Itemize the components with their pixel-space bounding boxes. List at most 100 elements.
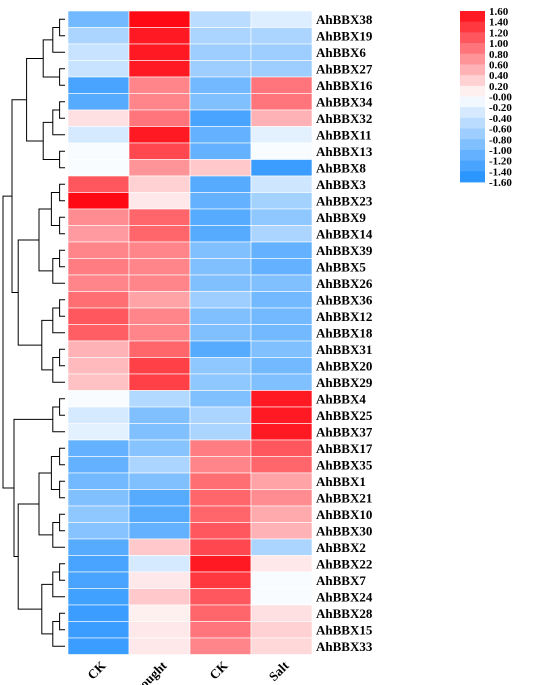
column-label: Salt bbox=[266, 658, 292, 684]
heatmap-cell bbox=[67, 489, 130, 507]
heatmap-cell bbox=[250, 456, 313, 474]
heatmap-cell bbox=[67, 571, 130, 589]
heatmap-cell bbox=[128, 357, 191, 375]
dendrogram-branch bbox=[59, 249, 65, 268]
heatmap-cell bbox=[128, 555, 191, 573]
dendrogram-branch bbox=[52, 27, 65, 53]
dendrogram-branch bbox=[52, 522, 65, 548]
dendrogram-branch bbox=[59, 563, 65, 581]
heatmap-cell bbox=[250, 522, 313, 540]
heatmap-cell bbox=[250, 109, 313, 127]
heatmap-cell bbox=[250, 340, 313, 358]
heatmap-cell bbox=[128, 291, 191, 309]
row-label: AhBBX19 bbox=[316, 28, 373, 43]
dendrogram-branch bbox=[41, 319, 53, 371]
heatmap-cell bbox=[189, 604, 252, 622]
heatmap-cell bbox=[67, 43, 130, 61]
heatmap-cell bbox=[67, 637, 130, 655]
legend-tick-label: -1.60 bbox=[489, 177, 512, 189]
column-label: CK bbox=[84, 657, 109, 682]
heatmap-cell bbox=[250, 208, 313, 226]
dendrogram-branch bbox=[2, 195, 14, 489]
heatmap-cell bbox=[67, 142, 130, 160]
heatmap-cell bbox=[189, 373, 252, 391]
heatmap-cell bbox=[67, 27, 130, 45]
legend-swatch bbox=[460, 128, 485, 140]
heatmap-cell bbox=[250, 241, 313, 259]
row-label: AhBBX25 bbox=[316, 408, 373, 423]
heatmap-cell bbox=[67, 126, 130, 144]
row-label: AhBBX32 bbox=[316, 111, 372, 126]
heatmap-cell bbox=[128, 505, 191, 523]
heatmap-cell bbox=[128, 208, 191, 226]
heatmap-cell bbox=[128, 588, 191, 606]
column-label: CK bbox=[206, 657, 231, 682]
legend-tick-label: -1.00 bbox=[489, 145, 512, 157]
heatmap-cell bbox=[128, 274, 191, 292]
legend-tick-label: 1.20 bbox=[489, 27, 509, 39]
heatmap-cell bbox=[189, 43, 252, 61]
heatmap-cell bbox=[67, 522, 130, 540]
heatmap-cell bbox=[67, 538, 130, 556]
heatmap-cell bbox=[189, 175, 252, 193]
legend-tick-label: -1.40 bbox=[489, 166, 512, 178]
heatmap-cell bbox=[250, 225, 313, 243]
row-label: AhBBX29 bbox=[316, 375, 373, 390]
heatmap-cell bbox=[67, 258, 130, 276]
heatmap-cell bbox=[67, 472, 130, 490]
heatmap-cell bbox=[189, 489, 252, 507]
heatmap-cell bbox=[189, 109, 252, 127]
row-label: AhBBX14 bbox=[316, 226, 373, 241]
row-label: AhBBX8 bbox=[316, 160, 366, 175]
heatmap-cell bbox=[189, 538, 252, 556]
heatmap-cell bbox=[128, 159, 191, 177]
heatmap-cell bbox=[67, 159, 130, 177]
heatmap-cell bbox=[250, 324, 313, 342]
dendrogram-branch bbox=[59, 348, 65, 367]
legend-swatch bbox=[460, 11, 485, 23]
heatmap-cell bbox=[128, 456, 191, 474]
legend-swatch bbox=[460, 85, 485, 97]
legend-swatch bbox=[460, 21, 485, 33]
legend-tick-label: -0.80 bbox=[489, 134, 512, 146]
row-label: AhBBX21 bbox=[316, 490, 372, 505]
heatmap-cell bbox=[189, 357, 252, 375]
row-label: AhBBX23 bbox=[316, 193, 373, 208]
heatmap-cell bbox=[67, 175, 130, 193]
heatmap-cell bbox=[128, 390, 191, 408]
heatmap-cell bbox=[250, 373, 313, 391]
row-label: AhBBX26 bbox=[316, 276, 373, 291]
legend-swatch bbox=[460, 53, 485, 65]
dendrogram-branch bbox=[52, 357, 65, 383]
heatmap-cell bbox=[250, 472, 313, 490]
heatmap-cell bbox=[189, 159, 252, 177]
heatmap-cell bbox=[250, 76, 313, 94]
heatmap-cell bbox=[189, 208, 252, 226]
heatmap-cell bbox=[67, 340, 130, 358]
column-labels: CK Drought CK Salt bbox=[84, 657, 292, 685]
heatmap-cell bbox=[128, 472, 191, 490]
heatmap-cell bbox=[128, 192, 191, 210]
legend-tick-label: -0.20 bbox=[489, 102, 512, 114]
heatmap-cell bbox=[128, 27, 191, 45]
heatmap-cell bbox=[189, 307, 252, 325]
heatmap-cell bbox=[128, 571, 191, 589]
heatmap-cell bbox=[189, 241, 252, 259]
heatmap-cell bbox=[128, 373, 191, 391]
heatmap-cell bbox=[250, 505, 313, 523]
legend-tick-label: 0.20 bbox=[489, 81, 509, 93]
heatmap-cell bbox=[250, 10, 313, 28]
heatmap-cell bbox=[189, 571, 252, 589]
legend-swatch bbox=[460, 117, 485, 129]
heatmap-cell bbox=[189, 439, 252, 457]
legend-tick-label: 1.40 bbox=[489, 17, 509, 29]
heatmap-cell bbox=[250, 571, 313, 589]
heatmap-cell bbox=[189, 76, 252, 94]
heatmap-cell bbox=[250, 390, 313, 408]
dendrogram-branch bbox=[52, 571, 65, 598]
heatmap-cell bbox=[128, 142, 191, 160]
heatmap-cell bbox=[250, 142, 313, 160]
heatmap-cell bbox=[250, 357, 313, 375]
dendrogram-branch bbox=[59, 150, 65, 169]
heatmap-cell bbox=[128, 324, 191, 342]
